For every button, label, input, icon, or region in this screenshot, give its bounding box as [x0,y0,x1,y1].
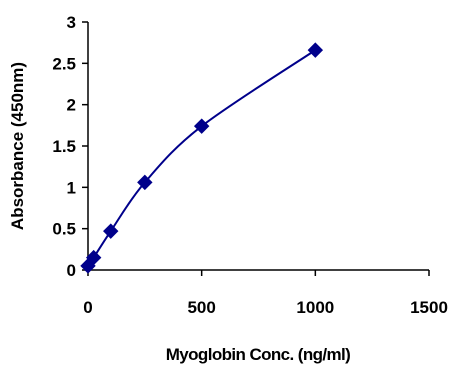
y-tick-label: 3 [67,13,76,32]
data-point-marker [137,174,153,191]
y-axis-title: Absorbance (450nm) [8,62,27,230]
y-ticks: 0 0.5 1 1.5 2 2.5 3 [52,13,88,280]
data-point-marker [103,223,119,239]
y-tick-label: 1.5 [52,137,76,156]
data-point-marker [193,118,210,134]
x-tick-label: 1500 [410,298,448,317]
x-axis-title: Myoglobin Conc. (ng/ml) [166,345,351,364]
x-ticks: 0 500 1000 1500 [83,270,448,317]
x-tick-label: 1000 [296,298,334,317]
y-tick-label: 0.5 [52,220,76,239]
x-tick-label: 500 [187,298,215,317]
y-tick-label: 0 [67,261,76,280]
data-point-marker [85,249,102,266]
x-tick-label: 0 [83,298,92,317]
axes [87,22,429,271]
y-tick-label: 1 [67,178,76,197]
series-line [87,49,316,267]
y-tick-label: 2 [67,96,76,115]
plot-area [80,42,324,274]
data-point-marker [307,42,324,58]
y-tick-label: 2.5 [52,54,76,73]
